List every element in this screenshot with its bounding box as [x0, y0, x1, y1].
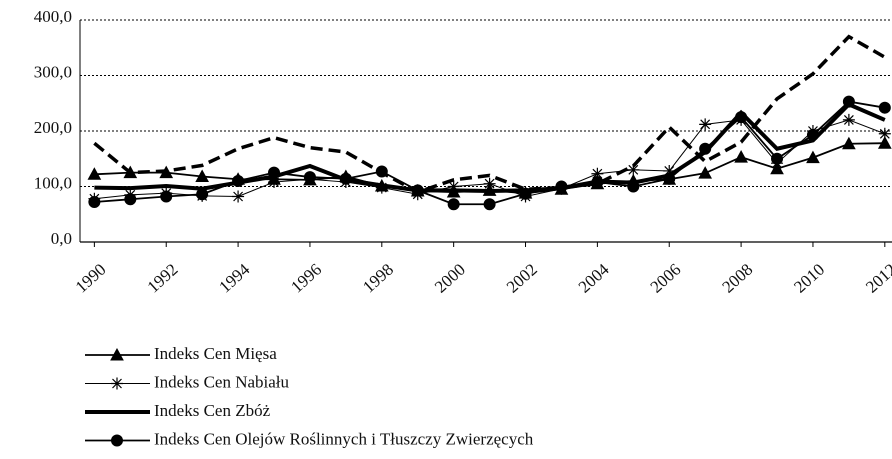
legend-marker [110, 347, 124, 361]
data-point [842, 136, 856, 150]
x-tick-label: 1996 [287, 260, 325, 297]
data-point [842, 95, 855, 108]
legend-label: Indeks Cen Cukru [154, 458, 278, 459]
y-tick-label: 200,0 [34, 118, 72, 137]
data-point [663, 172, 676, 185]
legend-label: Indeks Cen Olejów Roślinnych i Tłuszczy … [154, 429, 534, 448]
data-point [88, 196, 101, 209]
data-point [447, 180, 460, 193]
data-point [663, 164, 676, 177]
y-tick-label: 400,0 [34, 7, 72, 26]
data-point [627, 163, 640, 176]
data-point [735, 111, 748, 124]
legend-marker [111, 434, 123, 447]
legend-marker [111, 377, 123, 390]
x-tick-label: 2004 [575, 259, 613, 296]
x-tick-label: 2006 [647, 260, 685, 297]
x-tick-label: 2002 [503, 260, 541, 297]
legend-label: Indeks Cen Zbóż [154, 401, 271, 420]
data-point [734, 150, 748, 163]
x-tick-label: 1994 [215, 259, 253, 296]
y-tick-label: 100,0 [34, 173, 72, 192]
data-point [232, 190, 245, 203]
x-tick-label: 2010 [790, 260, 828, 297]
data-point [878, 127, 891, 140]
y-tick-label: 0,0 [51, 229, 72, 248]
data-point [842, 113, 855, 126]
data-point [196, 188, 209, 201]
data-point [699, 142, 712, 155]
data-point [698, 166, 713, 179]
series-line [93, 34, 886, 194]
data-point [591, 167, 604, 180]
x-tick-label: 1990 [72, 260, 110, 297]
data-point [268, 166, 281, 179]
data-point [483, 198, 496, 211]
x-tick-label: 2000 [431, 260, 469, 297]
data-point [877, 136, 892, 149]
data-point [87, 167, 102, 180]
data-point [519, 187, 532, 200]
data-point [878, 101, 891, 114]
data-point [339, 172, 352, 185]
y-tick-label: 300,0 [34, 62, 72, 81]
data-point [483, 177, 496, 190]
data-point [232, 174, 245, 187]
data-point [771, 152, 784, 165]
data-point [447, 198, 460, 211]
data-point [375, 181, 388, 194]
x-tick-label: 1992 [144, 260, 182, 297]
data-point [124, 193, 137, 206]
x-tick-label: 2008 [718, 260, 756, 297]
data-point [160, 190, 173, 203]
x-tick-label: 2012 [862, 260, 892, 297]
data-point [303, 171, 316, 184]
legend-label: Indeks Cen Mięsa [154, 344, 277, 363]
data-point [699, 118, 712, 131]
data-point [627, 180, 640, 193]
x-tick-label: 1998 [359, 260, 397, 297]
data-point [806, 128, 819, 141]
data-point [195, 169, 210, 183]
data-point [268, 176, 281, 189]
data-point [806, 150, 820, 164]
legend-label: Indeks Cen Nabiału [154, 372, 290, 391]
